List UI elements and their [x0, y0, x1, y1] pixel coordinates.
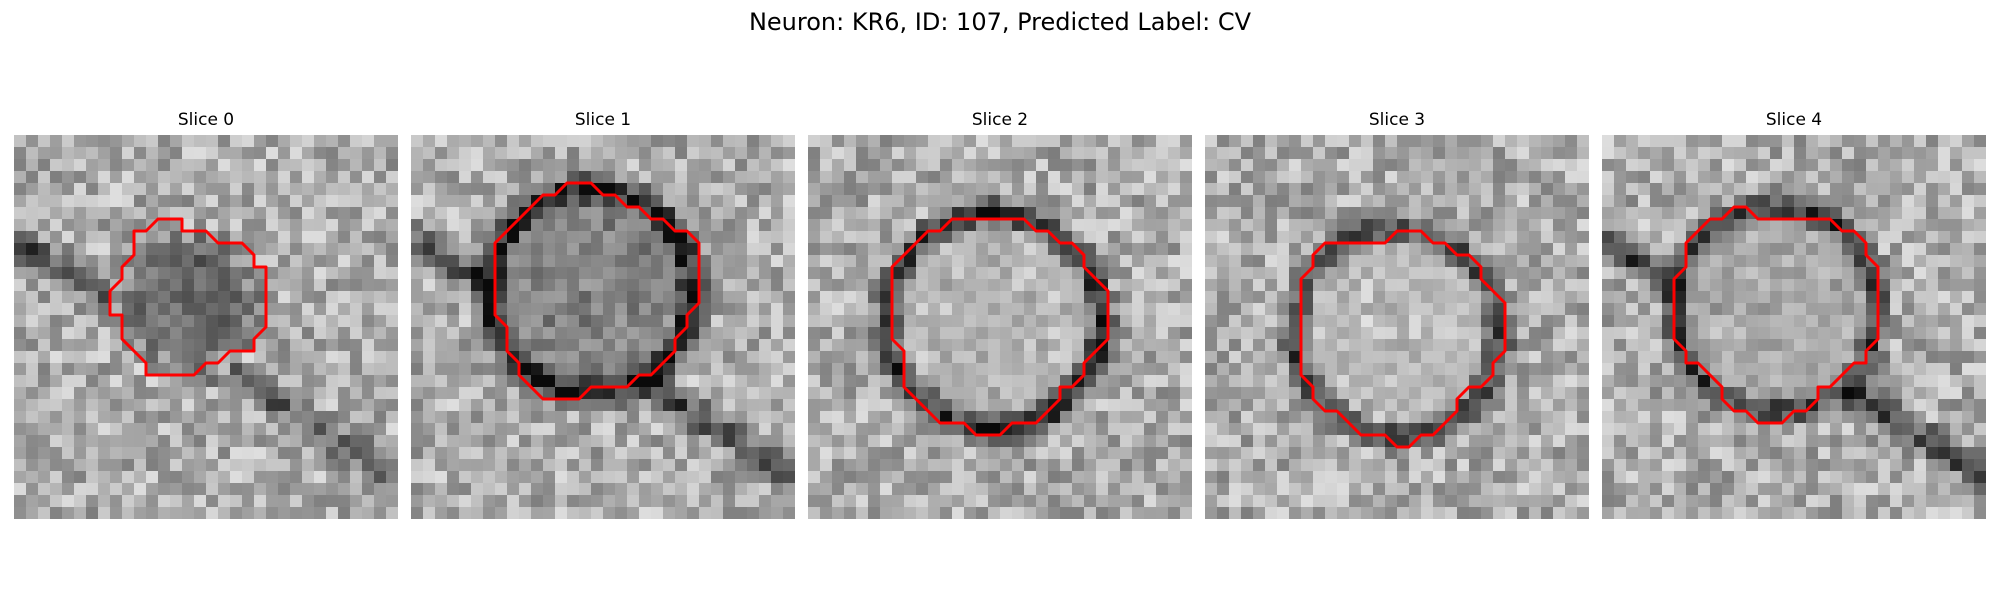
slice-pixels: [808, 135, 1192, 519]
figure-title: Neuron: KR6, ID: 107, Predicted Label: C…: [0, 6, 2000, 38]
slice-panel-0: Slice 0: [14, 108, 398, 534]
slice-title: Slice 4: [1602, 108, 1986, 132]
slice-image-3: [1205, 135, 1589, 519]
slice-image-4: [1602, 135, 1986, 519]
slice-title: Slice 3: [1205, 108, 1589, 132]
slice-image-2: [808, 135, 1192, 519]
slice-title: Slice 0: [14, 108, 398, 132]
slice-pixels: [1205, 135, 1589, 519]
slice-pixels: [1602, 135, 1986, 519]
slice-image-1: [411, 135, 795, 519]
slice-panel-3: Slice 3: [1205, 108, 1589, 534]
slice-panel-4: Slice 4: [1602, 108, 1986, 534]
slice-pixels: [14, 135, 398, 519]
slice-title: Slice 1: [411, 108, 795, 132]
slice-pixels: [411, 135, 795, 519]
slice-title: Slice 2: [808, 108, 1192, 132]
slice-image-0: [14, 135, 398, 519]
slice-panel-2: Slice 2: [808, 108, 1192, 534]
slice-panel-1: Slice 1: [411, 108, 795, 534]
